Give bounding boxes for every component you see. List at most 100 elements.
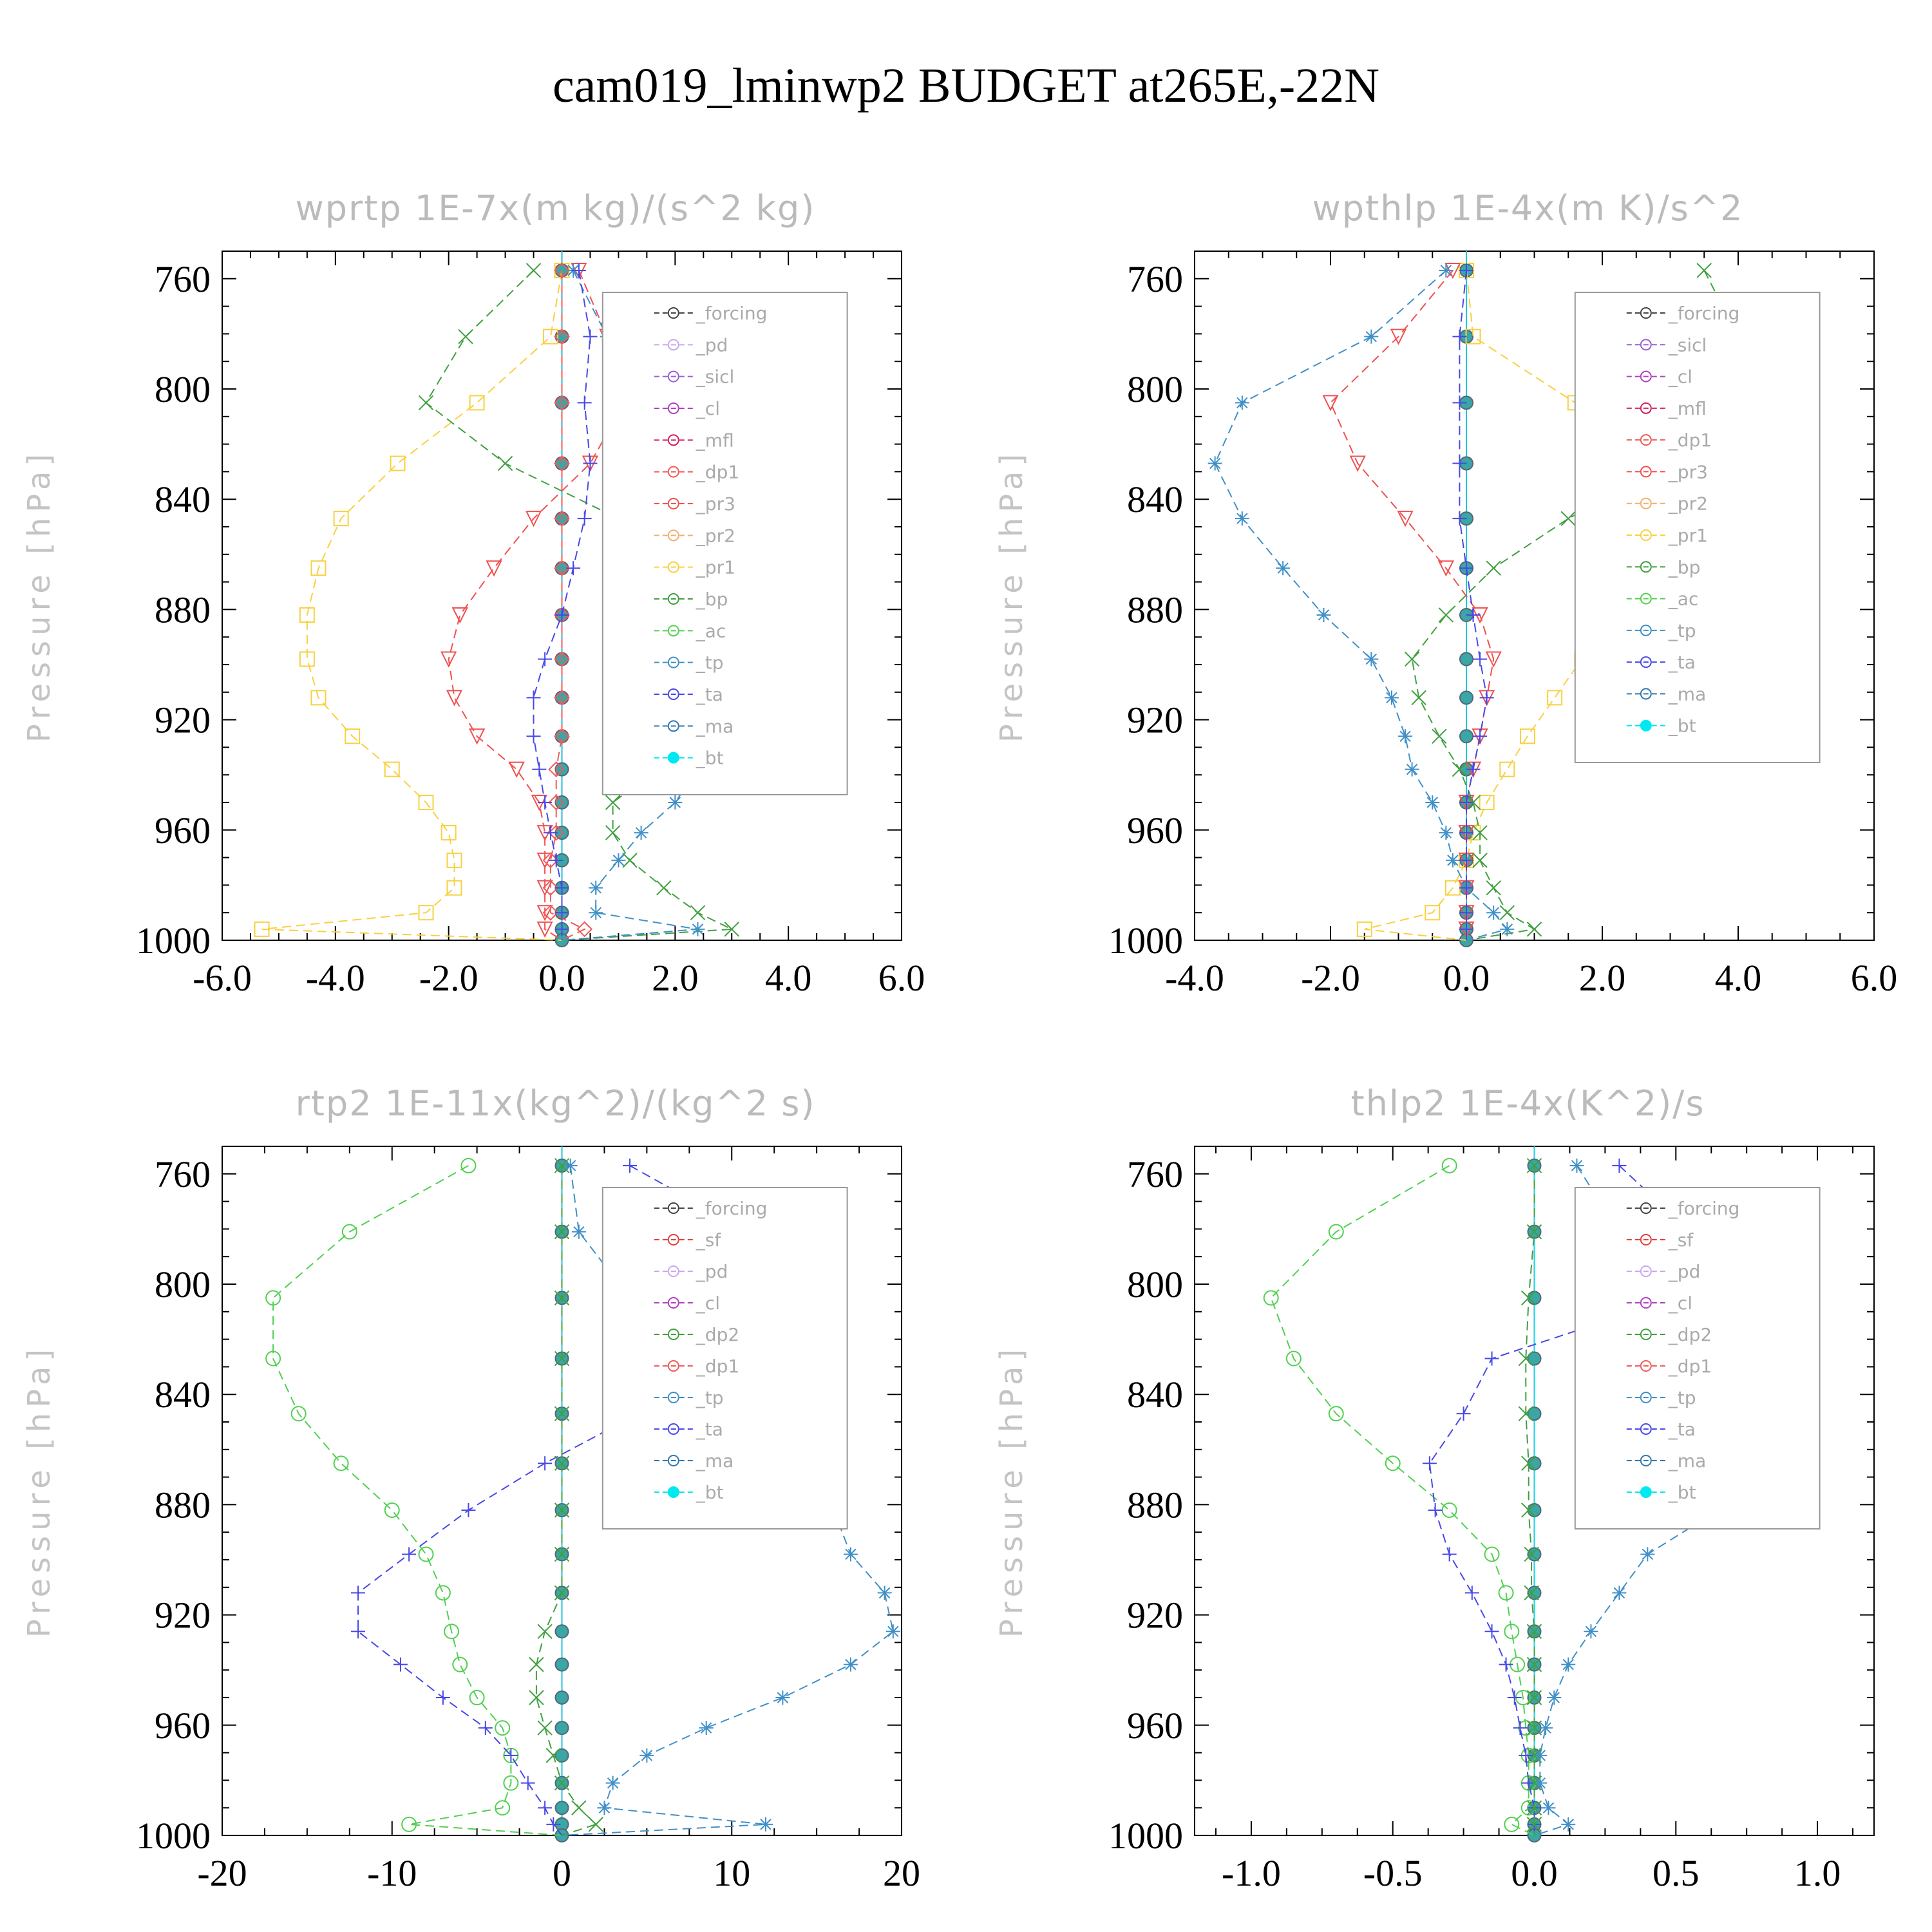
y-tick-label: 840 [155, 1374, 211, 1416]
y-tick-label: 800 [155, 368, 211, 410]
data-point [440, 651, 457, 668]
data-point [554, 1350, 570, 1367]
bt-marker [554, 1801, 569, 1815]
data-point [1500, 922, 1515, 936]
data-point [668, 795, 683, 810]
legend-label: _bt [696, 1482, 724, 1503]
data-point [537, 1720, 553, 1736]
bt-marker [1459, 729, 1473, 744]
legend-label: _pr1 [1668, 525, 1708, 546]
legend-label: _dp1 [1668, 1356, 1712, 1377]
legend-marker [667, 498, 679, 509]
data-point [460, 1157, 477, 1173]
x-tick-label: 0.0 [1511, 1852, 1558, 1894]
data-point [536, 852, 553, 869]
data-point [526, 690, 541, 705]
data-point [503, 1775, 519, 1791]
data-point [554, 1502, 570, 1518]
y-tick-label: 800 [155, 1264, 211, 1305]
data-point [577, 395, 592, 410]
data-point [549, 853, 564, 867]
data-point [526, 263, 542, 278]
legend-label: _forcing [1668, 303, 1740, 324]
x-tick-label: 10 [713, 1852, 750, 1894]
y-tick-label: 920 [155, 1595, 211, 1636]
x-tick-label: 4.0 [1715, 957, 1762, 999]
data-point [1484, 1546, 1500, 1562]
legend-marker [667, 1360, 679, 1372]
data-point [1428, 1502, 1443, 1517]
data-point [1276, 561, 1291, 576]
legend-marker [1640, 1329, 1652, 1340]
legend-label: _dp1 [696, 462, 739, 483]
data-point [1459, 826, 1473, 840]
data-point [1473, 729, 1488, 744]
data-point [1612, 1158, 1627, 1173]
legend: _forcing _pd _sicl _cl _mfl _dp1 _pr3 _pr2 _pr1 _… [601, 292, 848, 795]
x-tick-label: -6.0 [193, 957, 252, 999]
series-dp1 [542, 262, 593, 941]
x-tick-label: 20 [883, 1852, 920, 1894]
data-point [1235, 511, 1249, 526]
data-point [1411, 690, 1426, 706]
legend-label: _bt [696, 748, 724, 769]
data-point [571, 263, 586, 278]
data-point [1696, 263, 1712, 278]
data-point [583, 329, 598, 344]
data-point [554, 1158, 570, 1173]
data-point [461, 1502, 476, 1517]
data-point [538, 1801, 553, 1815]
data-point [1235, 395, 1249, 410]
bt-marker [554, 1624, 569, 1639]
data-point [1466, 762, 1481, 777]
data-point [1526, 1748, 1542, 1763]
y-axis-label: Pressure [hPa] [994, 1344, 1030, 1638]
data-point [1533, 1776, 1548, 1790]
data-point [1479, 690, 1494, 705]
bt-marker [1527, 1351, 1542, 1366]
data-point [1507, 1690, 1522, 1705]
data-point [571, 1800, 587, 1815]
data-point [1485, 651, 1502, 668]
data-point [1526, 1800, 1542, 1815]
legend-label: _dp2 [696, 1324, 739, 1345]
data-point [1384, 690, 1399, 705]
data-point [478, 1721, 493, 1736]
data-point [401, 1816, 417, 1832]
series-line [1214, 270, 1509, 941]
data-point [554, 1224, 570, 1240]
legend-label: _cl [1668, 1293, 1692, 1314]
data-point [1526, 1720, 1542, 1736]
data-point [529, 1690, 544, 1705]
legend-label: _cl [696, 398, 720, 419]
legend-label: _ma [696, 715, 734, 737]
data-point [542, 328, 558, 345]
data-point [554, 689, 570, 706]
data-point [1364, 652, 1379, 667]
data-point [299, 651, 315, 667]
y-axis-label: Pressure [hPa] [21, 1344, 57, 1638]
data-point [444, 1624, 460, 1640]
y-tick-label: 1000 [1108, 920, 1183, 961]
data-point [605, 825, 621, 840]
data-point [1452, 456, 1467, 471]
data-point [1472, 825, 1488, 840]
legend-label: _ac [696, 620, 726, 641]
legend-marker [1640, 1455, 1652, 1466]
series-line [261, 270, 563, 941]
data-point [1526, 1690, 1542, 1705]
data-point [1533, 1748, 1548, 1763]
legend-label: _bt [1668, 715, 1696, 737]
data-point [452, 1656, 468, 1672]
legend-marker [667, 688, 679, 700]
legend-label: _tp [1668, 620, 1696, 641]
legend-label: _tp [696, 652, 724, 674]
x-tick-label: 2.0 [652, 957, 699, 999]
x-tick-label: 4.0 [765, 957, 812, 999]
data-point [1518, 1406, 1534, 1421]
data-point [532, 762, 547, 777]
legend-label: _cl [696, 1293, 720, 1314]
y-tick-label: 840 [1127, 1374, 1183, 1416]
x-tick-label: 6.0 [878, 957, 925, 999]
data-point [1473, 652, 1488, 667]
